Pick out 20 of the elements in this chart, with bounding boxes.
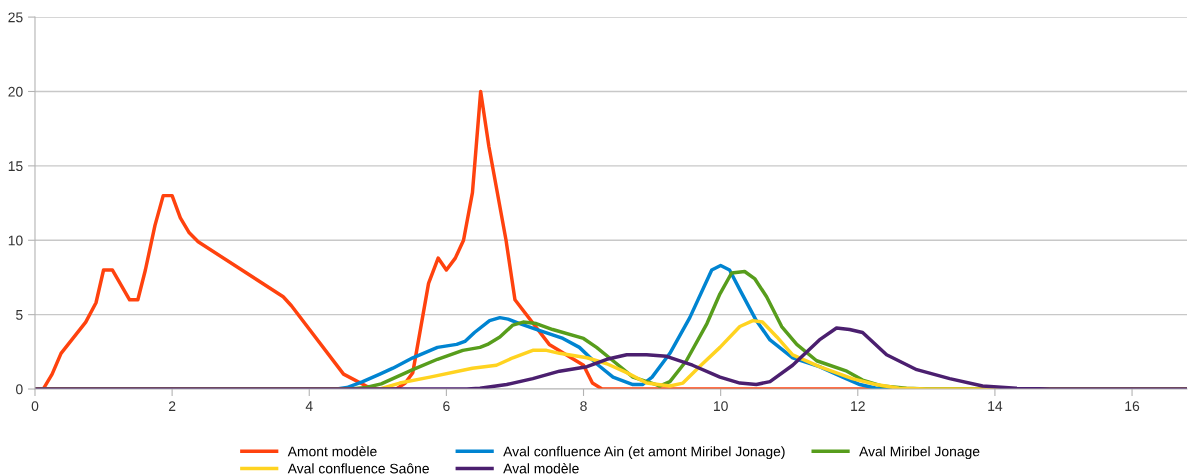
x-tick-label: 4 <box>305 401 313 411</box>
x-tick-label: 10 <box>713 401 728 412</box>
x-tick-label: 12 <box>851 401 865 411</box>
y-tick-label: 20 <box>8 86 23 97</box>
x-tick-label: 14 <box>988 401 1003 411</box>
x-tick-label: 2 <box>168 401 176 411</box>
y-tick-label: 10 <box>8 235 23 246</box>
x-tick-label: 8 <box>580 401 587 412</box>
legend-label: Amont modèle <box>287 445 377 457</box>
x-tick-label: 16 <box>1125 401 1140 412</box>
legend-label: Aval confluence Ain (et amont Miribel Jonage) <box>503 446 785 460</box>
y-tick-label: 5 <box>16 310 23 320</box>
x-tick-label: 0 <box>31 401 39 412</box>
y-tick-label: 25 <box>8 12 23 23</box>
y-tick-label: 15 <box>8 161 23 172</box>
legend-label: Aval confluence Saône <box>287 463 429 474</box>
legend-label: Aval Miribel Jonage <box>859 446 980 460</box>
legend-label: Aval modèle <box>503 463 579 474</box>
x-tick-label: 6 <box>443 401 450 412</box>
y-tick-label: 0 <box>16 384 23 395</box>
